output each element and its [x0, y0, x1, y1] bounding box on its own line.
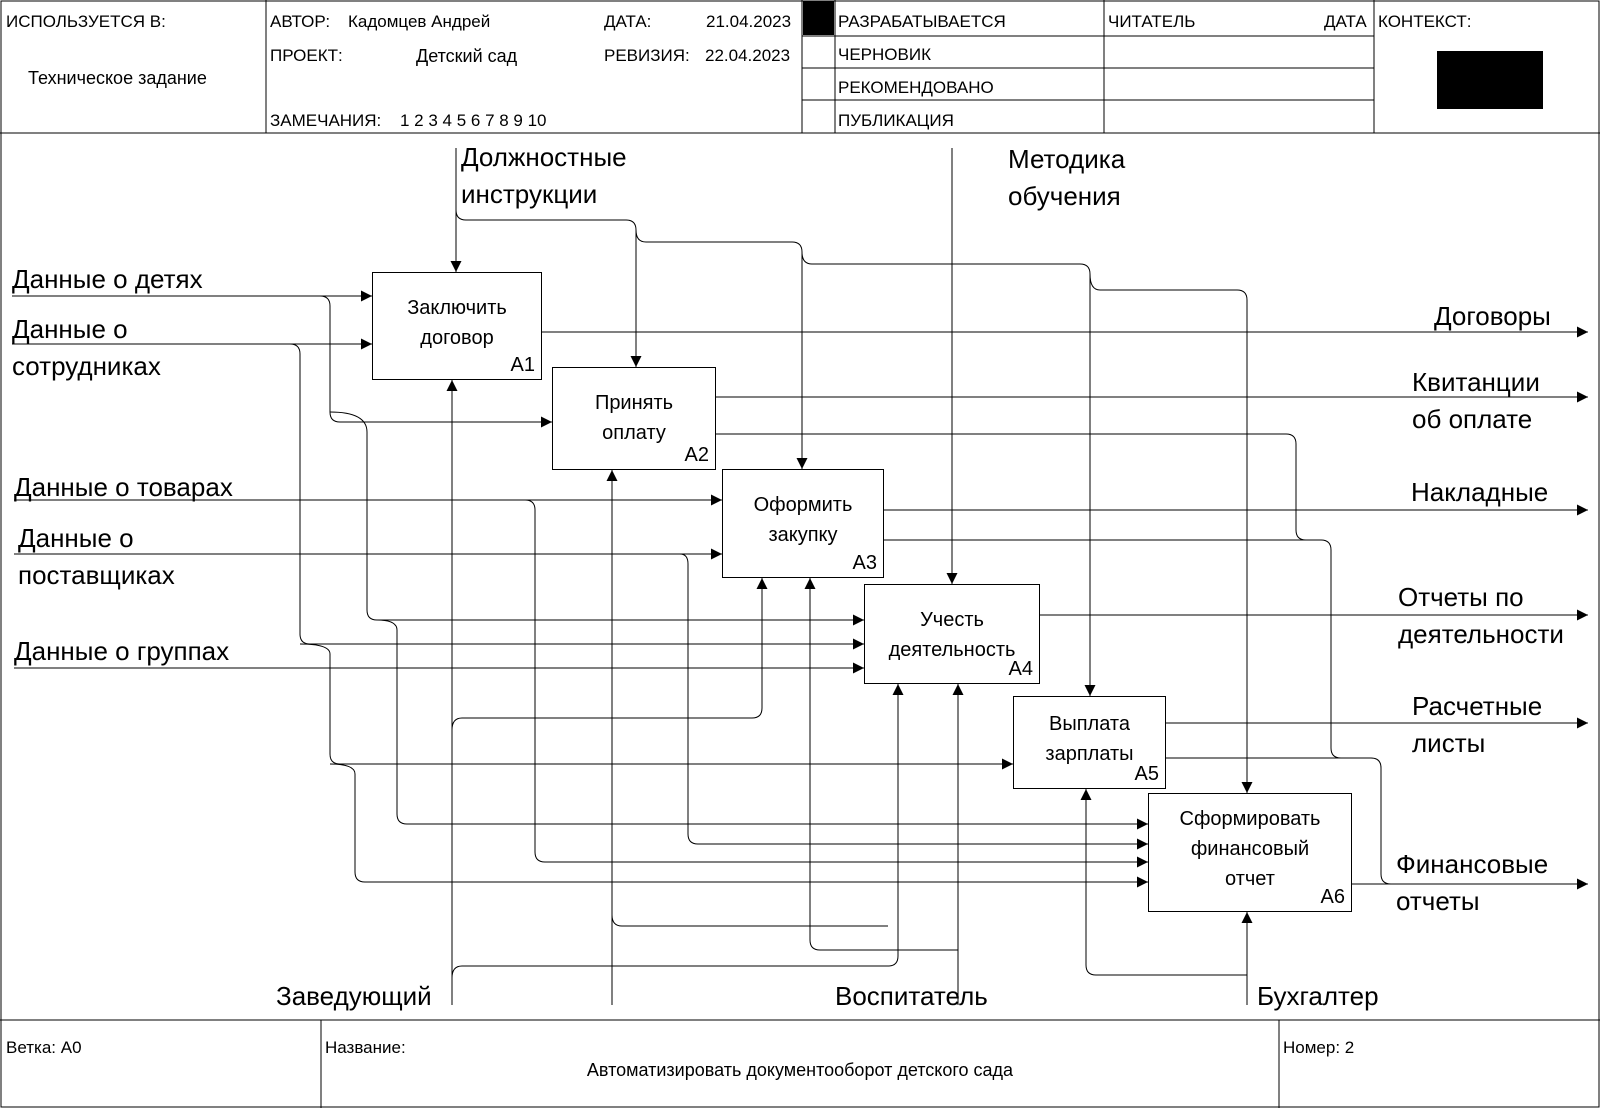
function-label: Принять [594, 392, 674, 414]
input-label-deti: Данные о детях [12, 264, 203, 294]
date-value: 21.04.2023 [706, 12, 792, 31]
status-working: РАЗРАБАТЫВАЕТСЯ [838, 12, 1006, 31]
footer-node: Ветка: A0 [6, 1038, 82, 1057]
project-label: ПРОЕКТ: [270, 46, 343, 65]
status-publication: ПУБЛИКАЦИЯ [838, 111, 954, 130]
function-number: A2 [684, 444, 709, 466]
function-label: оплату [602, 422, 666, 444]
arrow-buhgalter-a5 [1080, 789, 1247, 976]
input-label-tovary: Данные о товарах [14, 472, 233, 502]
connectors [12, 148, 1588, 1005]
output-label-kvitancii: Квитанции об оплате [1412, 367, 1540, 434]
function-number: A3 [852, 552, 877, 574]
function-label: Сформировать [1179, 808, 1321, 830]
function-label: Учесть [920, 609, 984, 631]
arrow-tovary-a6 [524, 499, 1148, 868]
arrow-a2-a6 [716, 433, 1392, 885]
arrow-deti-a4 [329, 411, 864, 626]
arrow-instrukcii-a6 [1089, 273, 1253, 793]
footer-number: Номер: 2 [1283, 1038, 1355, 1057]
arrow-deti-a6 [376, 619, 1148, 830]
arrow-instrukcii-a3 [635, 229, 808, 469]
arrow-zaveduyushchiy-a3 [451, 578, 768, 731]
status-recommended: РЕКОМЕНДОВАНО [838, 78, 994, 97]
arrow-zaveduyushchiy-a4 [451, 684, 904, 979]
arrow-vospitatel-a3b [804, 578, 958, 951]
function-box-a6[interactable]: Сформировать финансовый отчет A6 [1148, 793, 1352, 912]
used-in-label: ИСПОЛЬЗУЕТСЯ В: [6, 12, 166, 31]
mechanism-label-buhgalter: Бухгалтер [1257, 981, 1379, 1011]
output-label-nakladnye: Накладные [1411, 477, 1549, 507]
function-box-a4[interactable]: Учесть деятельность A4 [864, 584, 1040, 684]
output-label-otchety: Отчеты по деятельности [1398, 582, 1564, 649]
used-in-value: Техническое задание [28, 68, 207, 88]
date-label: ДАТА: [604, 12, 652, 31]
function-number: A1 [510, 354, 535, 376]
notes-value: 1 2 3 4 5 6 7 8 9 10 [400, 111, 547, 130]
output-label-listy: Расчетные листы [1412, 691, 1543, 758]
arrow-instrukcii-a5 [801, 251, 1096, 696]
output-label-dogovory: Договоры [1434, 301, 1551, 331]
function-number: A6 [1320, 886, 1345, 908]
status-draft: ЧЕРНОВИК [838, 45, 931, 64]
revision-label: РЕВИЗИЯ: [604, 46, 690, 65]
input-label-gruppy: Данные о группах [14, 636, 230, 666]
function-label: Заключить [407, 297, 507, 319]
author-value: Кадомцев Андрей [348, 12, 491, 31]
function-box-a2[interactable]: Принять оплату A2 [552, 367, 716, 470]
function-label: зарплаты [1045, 743, 1134, 765]
revision-value: 22.04.2023 [705, 46, 791, 65]
function-label: отчет [1225, 868, 1275, 890]
context-label: КОНТЕКСТ: [1378, 12, 1472, 31]
arrow-sotrudniki-a6 [329, 763, 1148, 888]
control-label-metodika: Методика обучения [1008, 144, 1126, 211]
notes-label: ЗАМЕЧАНИЯ: [270, 111, 382, 130]
footer-title-value: Автоматизировать документооборот детског… [586, 1060, 1014, 1080]
context-thumbnail [1437, 51, 1543, 109]
arrow-sotrudniki-a5 [299, 643, 1013, 770]
author-label: АВТОР: [270, 12, 331, 31]
reader-date-label: ДАТА [1324, 12, 1367, 31]
input-label-postavshchiki: Данные о поставщиках [18, 523, 175, 590]
reader-label: ЧИТАТЕЛЬ [1108, 12, 1196, 31]
function-box-a3[interactable]: Оформить закупку A3 [722, 469, 884, 578]
mechanism-label-zaveduyushchiy: Заведующий [276, 981, 432, 1011]
control-label-instrukcii: Должностные инструкции [461, 142, 627, 209]
project-value: Детский сад [416, 46, 518, 66]
arrow-zaveduyushchiy-a2b [611, 914, 888, 927]
footer-title-label: Название: [325, 1038, 406, 1057]
input-label-sotrudniki: Данные о сотрудниках [12, 314, 161, 381]
function-label: договор [420, 327, 494, 349]
output-label-finotchety: Финансовые отчеты [1396, 849, 1549, 916]
function-label: Выплата [1049, 713, 1130, 735]
function-box-a1[interactable]: Заключить договор A1 [372, 272, 542, 380]
arrow-instrukcii-a2 [455, 209, 642, 367]
status-marker [803, 1, 834, 35]
arrow-sotrudniki-a4 [289, 343, 864, 650]
function-box-a5[interactable]: Выплата зарплаты A5 [1013, 696, 1166, 789]
function-label: финансовый [1190, 838, 1310, 860]
function-number: A5 [1134, 763, 1159, 785]
function-number: A4 [1008, 658, 1033, 680]
function-label: деятельность [888, 639, 1016, 661]
function-label: Оформить [753, 494, 853, 516]
function-label: закупку [768, 524, 838, 546]
mechanism-label-vospitatel: Воспитатель [835, 981, 988, 1011]
arrow-postavshchiki-a6 [679, 553, 1148, 850]
